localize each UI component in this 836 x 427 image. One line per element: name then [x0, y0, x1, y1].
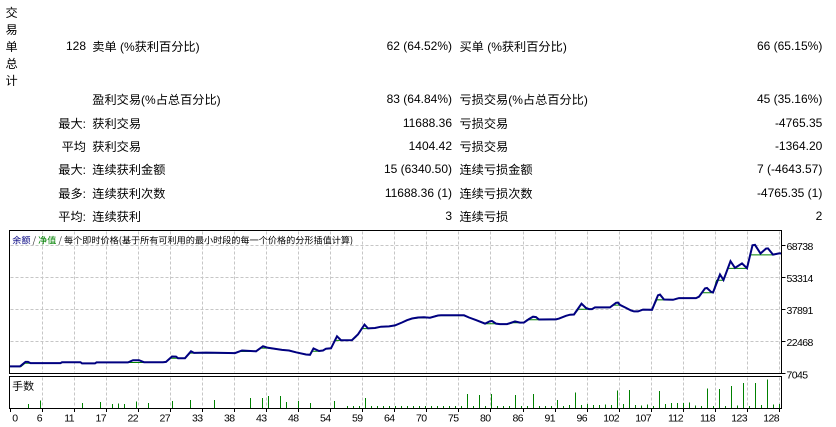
svg-text:17: 17	[96, 412, 107, 424]
svg-text:22: 22	[128, 412, 139, 424]
svg-text:59: 59	[352, 412, 363, 424]
svg-text:86: 86	[513, 412, 524, 424]
svg-text:70: 70	[416, 412, 427, 424]
svg-text:43: 43	[256, 412, 267, 424]
svg-text:123: 123	[731, 412, 747, 424]
svg-text:75: 75	[448, 412, 459, 424]
svg-text:91: 91	[545, 412, 556, 424]
svg-text:37891: 37891	[787, 305, 814, 317]
svg-text:27: 27	[160, 412, 171, 424]
svg-text:107: 107	[635, 412, 651, 424]
svg-text:80: 80	[480, 412, 491, 424]
svg-text:33: 33	[192, 412, 203, 424]
svg-text:68738: 68738	[787, 241, 814, 253]
svg-text:102: 102	[603, 412, 619, 424]
svg-text:53314: 53314	[787, 273, 814, 285]
svg-text:11: 11	[64, 412, 74, 424]
svg-text:余额 / 净值 / 每个即时价格(基于所有可利用的最小时段的: 余额 / 净值 / 每个即时价格(基于所有可利用的最小时段的每一个价格的分形插值…	[12, 233, 353, 247]
svg-text:手数: 手数	[12, 378, 34, 394]
svg-text:0: 0	[12, 412, 18, 424]
svg-text:7045: 7045	[787, 369, 809, 381]
svg-text:64: 64	[384, 412, 395, 424]
svg-text:38: 38	[224, 412, 235, 424]
svg-text:54: 54	[320, 412, 331, 424]
svg-text:118: 118	[700, 412, 716, 424]
svg-text:22468: 22468	[787, 337, 814, 349]
svg-text:128: 128	[763, 412, 779, 424]
svg-text:48: 48	[288, 412, 299, 424]
svg-text:6: 6	[37, 412, 43, 424]
svg-text:96: 96	[577, 412, 588, 424]
svg-text:112: 112	[668, 412, 684, 424]
